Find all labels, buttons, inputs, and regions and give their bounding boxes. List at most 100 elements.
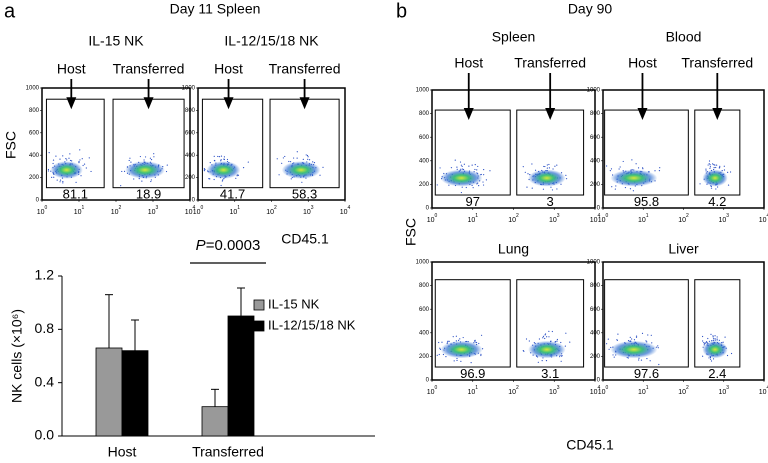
event-dot [608, 348, 610, 350]
event-dot [454, 159, 456, 161]
event-density [702, 340, 728, 359]
event-dot [276, 158, 278, 160]
arrow-head [223, 97, 234, 110]
event-dot [709, 166, 712, 168]
event-dot [606, 165, 608, 167]
gate-percentage: 97.6 [634, 366, 659, 381]
event-dot [483, 168, 485, 171]
event-dot [711, 340, 713, 342]
x-axis-title: CD45.1 [566, 437, 614, 453]
gate-arrow-label: Transferred [681, 55, 753, 71]
event-dot [69, 153, 71, 155]
event-dot [714, 335, 716, 337]
x-tick-label: Transferred [192, 444, 264, 460]
panel-letter: b [396, 0, 407, 22]
event-dot [635, 335, 638, 337]
event-dot [714, 339, 716, 341]
event-dot [565, 332, 567, 334]
gate-percentage: 41.7 [220, 186, 245, 201]
event-dot [462, 336, 464, 339]
event-dot [474, 168, 476, 171]
y-axis-title: FSC [403, 218, 419, 246]
y-tick-label: 200 [185, 175, 196, 181]
event-dot [476, 169, 478, 171]
event-dot [446, 341, 449, 343]
event-density [528, 340, 566, 359]
arrow-head [463, 108, 474, 121]
event-dot [635, 336, 638, 338]
event-density [440, 169, 483, 187]
event-dot [90, 170, 92, 173]
y-tick-label: 0 [597, 378, 601, 384]
y-tick-label: 200 [419, 354, 430, 360]
event-dot [533, 341, 535, 344]
bar [95, 347, 123, 437]
event-dot [612, 354, 614, 356]
event-dot [654, 170, 656, 172]
event-dot [83, 163, 86, 165]
event-dot [556, 188, 558, 190]
y-tick-label: 200 [419, 182, 430, 188]
event-dot [712, 338, 715, 340]
y-tick-label: 1000 [416, 88, 430, 94]
event-dot [460, 360, 462, 362]
gate-percentage: 3 [547, 194, 554, 209]
y-tick-label: 400 [419, 158, 430, 164]
x-tick-label: 104 [590, 385, 601, 396]
panel-letter: a [4, 0, 16, 22]
event-dot [629, 188, 632, 190]
arrow-head [712, 108, 723, 121]
event-dot [710, 187, 713, 189]
event-dot [707, 337, 709, 340]
event-dot [624, 186, 627, 189]
event-dot [235, 177, 237, 179]
event-dot [143, 159, 145, 161]
gate-percentage: 18.9 [136, 186, 161, 201]
event-dot [699, 183, 701, 185]
event-dot [78, 162, 80, 164]
event-dot [459, 161, 462, 163]
legend-swatch [253, 320, 265, 332]
x-tick-label: 101 [74, 205, 85, 216]
event-dot [296, 151, 298, 153]
plot-title: IL-15 NK [88, 33, 144, 49]
event-dot [139, 155, 141, 158]
gate [516, 279, 585, 368]
event-dot [461, 186, 463, 188]
event-dot [459, 338, 461, 340]
event-dot [59, 158, 61, 160]
x-tick-label: 103 [549, 213, 560, 224]
event-dot [705, 168, 707, 170]
y-tick-label: 1.2 [35, 267, 55, 283]
event-dot [68, 157, 70, 159]
event-dot [436, 354, 438, 356]
event-dot [81, 158, 83, 160]
event-dot [709, 167, 711, 169]
x-tick-label: 103 [718, 213, 729, 224]
gate-arrow-label: Transferred [514, 55, 586, 71]
y-tick-label: 800 [185, 108, 196, 114]
plot-title: Liver [668, 241, 699, 257]
event-dot [296, 157, 298, 159]
event-dot [121, 170, 123, 173]
event-dot [641, 332, 644, 335]
event-dot [649, 360, 651, 362]
event-dot [71, 160, 73, 162]
y-tick-label: 600 [29, 130, 40, 136]
event-dot [703, 342, 705, 344]
y-tick-label: 400 [590, 158, 601, 164]
x-tick-label: 102 [678, 385, 689, 396]
event-dot [617, 333, 619, 335]
event-dot [709, 358, 712, 360]
event-dot [123, 170, 126, 172]
event-dot [631, 159, 633, 161]
event-dot [716, 338, 718, 340]
event-dot [716, 336, 718, 338]
x-tick-label: 104 [759, 385, 768, 396]
event-dot [472, 187, 474, 189]
event-dot [456, 168, 458, 170]
event-dot [475, 341, 478, 344]
arrow-head [299, 97, 310, 110]
plot-title: Spleen [492, 29, 536, 45]
event-dot [52, 162, 54, 165]
